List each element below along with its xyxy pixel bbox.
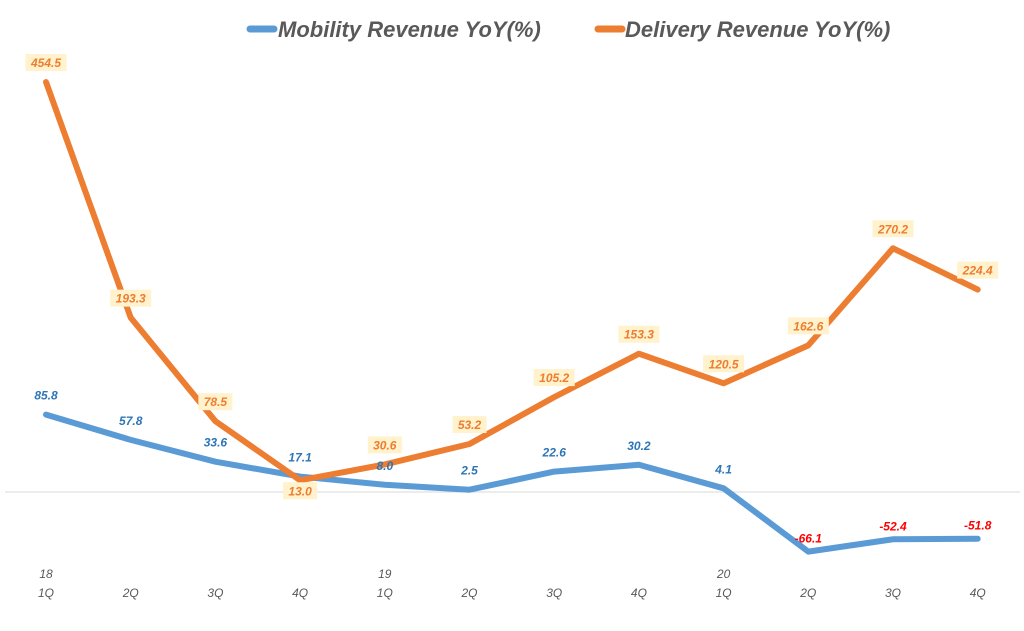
- legend-label: Delivery Revenue YoY(%): [625, 17, 890, 42]
- data-label: 30.2: [627, 439, 651, 453]
- data-label: 13.0: [288, 484, 312, 498]
- x-tick-label: 1Q: [716, 586, 732, 600]
- data-label: 193.3: [116, 292, 146, 306]
- data-label: -66.1: [795, 532, 823, 546]
- data-label-background: [283, 482, 318, 500]
- data-label: 17.1: [288, 451, 312, 465]
- x-tick-label: 3Q: [207, 586, 223, 600]
- data-label: 33.6: [204, 436, 228, 450]
- data-label: 153.3: [624, 328, 654, 342]
- data-label-background: [367, 436, 402, 454]
- data-label: -51.8: [964, 519, 992, 533]
- data-label: 454.5: [30, 56, 61, 70]
- data-label-background: [957, 261, 999, 279]
- data-label: -52.4: [879, 519, 907, 533]
- data-label-background: [198, 393, 233, 411]
- data-label: 120.5: [709, 357, 739, 371]
- data-label: 2.5: [460, 464, 478, 478]
- x-tick-label: 2Q: [799, 586, 816, 600]
- data-label: 4.1: [714, 462, 732, 476]
- data-label-background: [618, 325, 660, 343]
- x-tick-label: 4Q: [292, 586, 308, 600]
- legend-label: Mobility Revenue YoY(%): [278, 17, 541, 42]
- data-label-background: [872, 220, 914, 238]
- data-label-background: [533, 369, 575, 387]
- x-tick-label: 2Q: [122, 586, 139, 600]
- data-label: 105.2: [539, 371, 569, 385]
- data-label-background: [787, 317, 829, 335]
- x-year-label: 18: [39, 567, 53, 581]
- data-label: 224.4: [962, 264, 993, 278]
- data-label: 78.5: [204, 395, 228, 409]
- x-tick-label: 4Q: [970, 586, 986, 600]
- x-year-label: 20: [716, 567, 731, 581]
- x-tick-label: 1Q: [38, 586, 54, 600]
- data-label-background: [25, 54, 67, 72]
- x-tick-label: 2Q: [460, 586, 477, 600]
- x-tick-label: 4Q: [631, 586, 647, 600]
- data-label: 270.2: [877, 222, 908, 236]
- data-label-background: [703, 355, 745, 373]
- data-label: 30.6: [373, 438, 397, 452]
- data-label: 162.6: [793, 319, 823, 333]
- x-year-label: 19: [378, 567, 392, 581]
- data-label-background: [110, 289, 152, 307]
- x-tick-label: 1Q: [377, 586, 393, 600]
- data-label: 22.6: [542, 446, 567, 460]
- x-tick-label: 3Q: [885, 586, 901, 600]
- series-line-delivery: [43, 79, 981, 484]
- data-label-background: [452, 416, 487, 434]
- data-label: 8.0: [376, 459, 393, 473]
- series-line-mobility: [43, 411, 981, 555]
- data-label: 85.8: [34, 389, 58, 403]
- data-label: 53.2: [458, 418, 482, 432]
- x-tick-label: 3Q: [546, 586, 562, 600]
- data-label: 57.8: [119, 414, 143, 428]
